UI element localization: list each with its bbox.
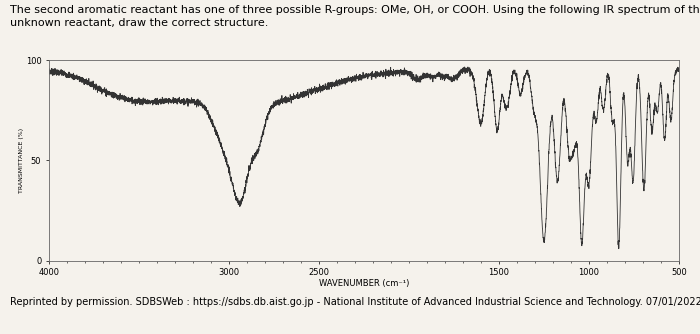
Y-axis label: TRANSMITTANCE (%): TRANSMITTANCE (%) bbox=[19, 128, 24, 193]
Text: The second aromatic reactant has one of three possible R-groups: OMe, OH, or COO: The second aromatic reactant has one of … bbox=[10, 5, 700, 15]
X-axis label: WAVENUMBER (cm⁻¹): WAVENUMBER (cm⁻¹) bbox=[318, 279, 409, 288]
Text: Reprinted by permission. SDBSWeb : https://sdbs.db.aist.go.jp - National Institu: Reprinted by permission. SDBSWeb : https… bbox=[10, 297, 700, 307]
Text: unknown reactant, draw the correct structure.: unknown reactant, draw the correct struc… bbox=[10, 18, 269, 28]
